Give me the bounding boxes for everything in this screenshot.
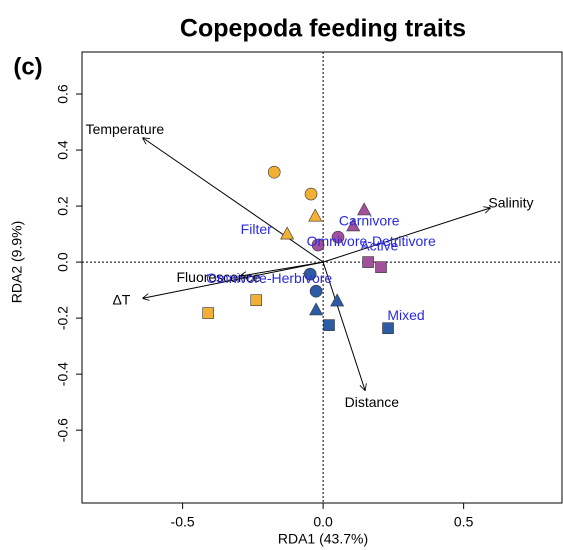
x-tick-label: 0.0 <box>313 514 333 530</box>
y-axis-label: RDA2 (9.9%) <box>9 221 25 303</box>
trait-label: Filter <box>241 221 272 237</box>
point <box>311 238 325 252</box>
point <box>250 294 263 306</box>
point <box>309 284 323 298</box>
y-tick-label: -0.6 <box>55 418 71 442</box>
x-tick-label: 0.5 <box>454 514 474 530</box>
point <box>323 319 335 331</box>
arrow-label: Salinity <box>488 194 533 210</box>
panel-label: (c) <box>13 53 42 80</box>
point <box>267 165 281 179</box>
point <box>303 267 317 281</box>
point <box>309 302 324 316</box>
arrow <box>143 138 324 263</box>
point <box>357 202 372 216</box>
chart-title: Copepoda feeding traits <box>180 15 466 43</box>
trait-label: Omnivore-Detritivore <box>307 233 436 249</box>
point <box>362 256 374 268</box>
trait-label: Carnivore <box>339 213 400 229</box>
y-tick-label: 0.2 <box>55 196 71 216</box>
x-axis-label: RDA1 (43.7%) <box>278 531 368 547</box>
arrow-label: Temperature <box>86 121 165 137</box>
y-tick-label: -0.2 <box>55 306 71 330</box>
trait-label: Active <box>360 237 398 253</box>
point <box>304 187 318 201</box>
arrow-label: Fluorescence <box>177 269 261 285</box>
point <box>331 230 345 244</box>
plot-frame <box>81 51 563 504</box>
y-tick-label: 0.0 <box>55 252 71 272</box>
y-tick-label: -0.4 <box>55 362 71 386</box>
y-tick-label: 0.6 <box>55 84 71 104</box>
point <box>280 226 295 240</box>
trait-label: Omnivore-Herbivore <box>206 270 332 286</box>
arrow-label: Distance <box>345 394 400 410</box>
x-tick-label: -0.5 <box>171 514 195 530</box>
arrow-label: ΔT <box>112 292 130 308</box>
arrow <box>322 261 365 390</box>
trait-label: Mixed <box>387 307 424 323</box>
point <box>382 322 394 335</box>
arrow <box>322 208 490 263</box>
point <box>330 293 345 307</box>
point <box>202 307 214 319</box>
arrow <box>240 261 324 276</box>
point <box>308 208 323 222</box>
point <box>375 261 387 273</box>
point <box>346 218 361 232</box>
y-tick-label: 0.4 <box>55 140 71 160</box>
arrow <box>143 261 324 298</box>
